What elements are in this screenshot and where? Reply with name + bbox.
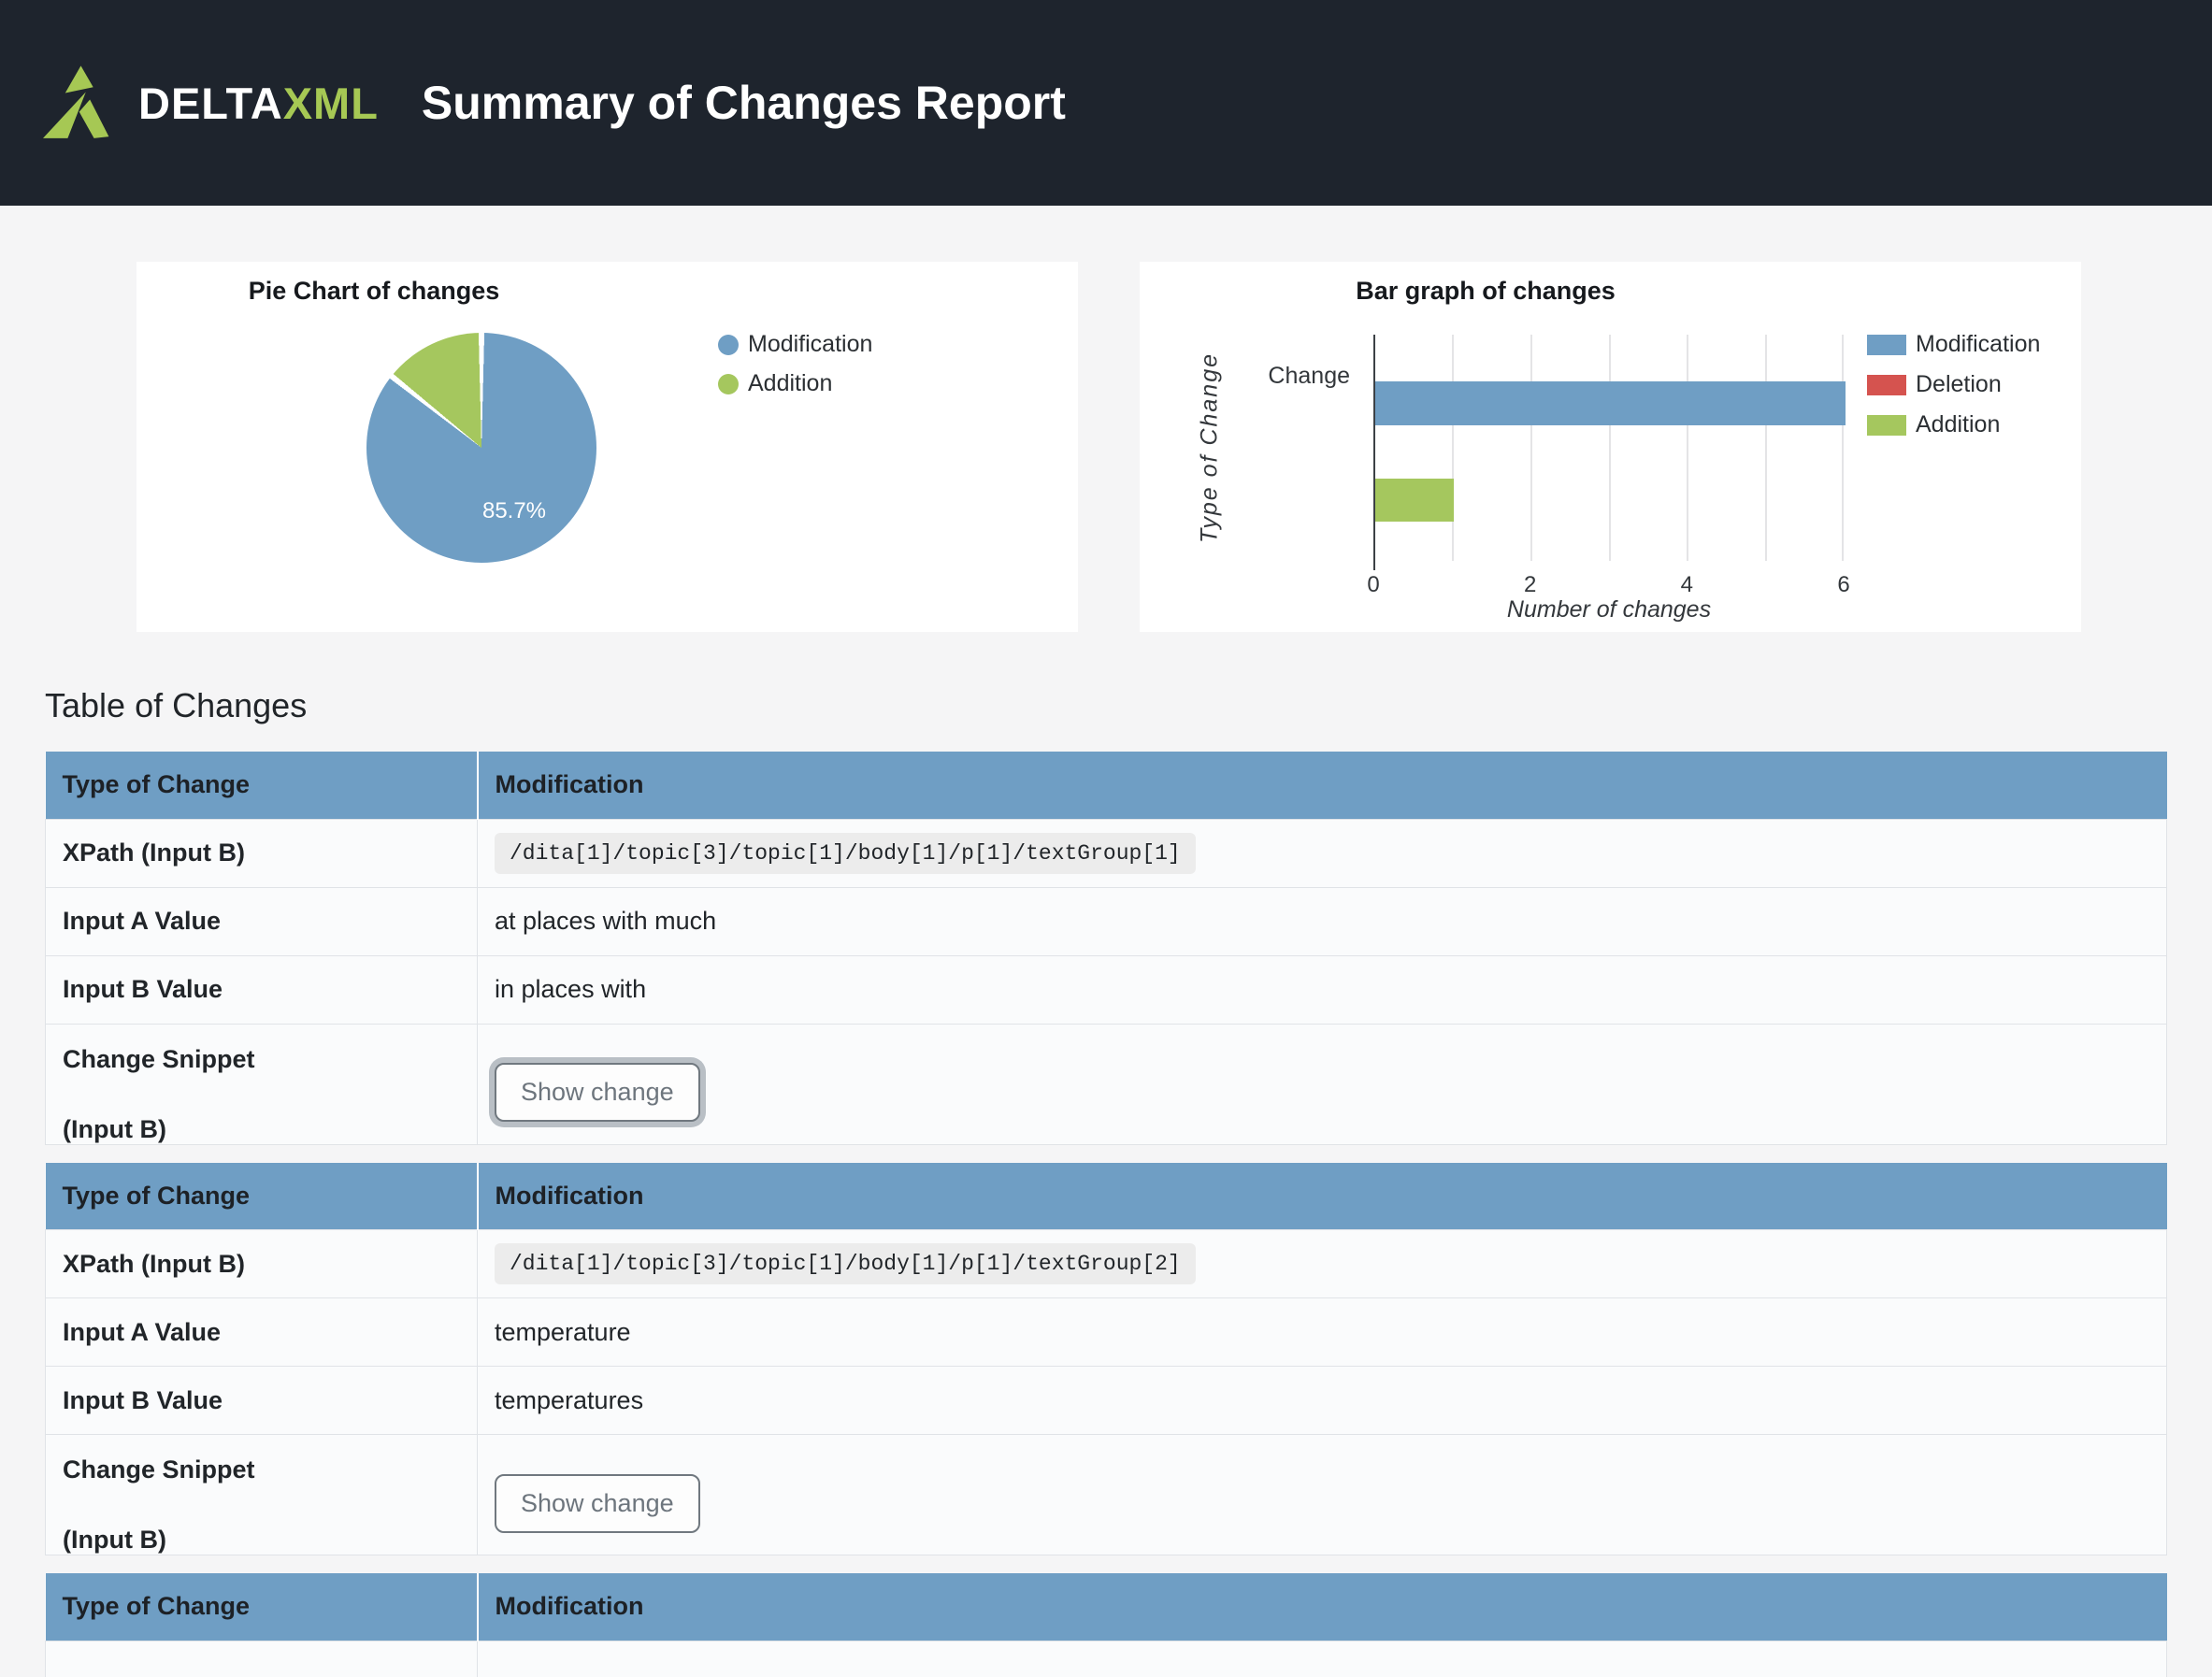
charts-row: Pie Chart of changes 85.7% Modification …	[136, 262, 2081, 632]
legend-item-modification: Modification	[718, 331, 872, 358]
addition-swatch	[1867, 414, 1906, 436]
input-a-value: at places with much	[477, 886, 2167, 956]
y-axis-line	[1373, 335, 1375, 570]
x-tick: 0	[1367, 572, 1380, 597]
table-header-row: Type of Change Modification	[45, 752, 2167, 819]
pie-chart-card: Pie Chart of changes 85.7% Modification …	[136, 262, 1078, 632]
change-snippet-sublabel: (Input B)	[63, 1114, 166, 1143]
deltaxml-logo-icon	[43, 65, 109, 138]
x-tick: 6	[1837, 572, 1850, 597]
deltaxml-logo: DELTAXML	[43, 65, 379, 140]
change-snippet-label: Change Snippet	[63, 1044, 255, 1073]
gridline	[1451, 335, 1454, 561]
type-of-change-header: Type of Change	[45, 1162, 479, 1230]
pie-chart	[366, 333, 596, 563]
input-b-value: temperatures	[477, 1366, 2167, 1435]
bar-legend: Modification Deletion Addition	[1867, 331, 2040, 438]
input-a-label: Input A Value	[45, 886, 478, 956]
legend-item-addition: Addition	[1867, 411, 2040, 438]
addition-swatch	[718, 373, 739, 394]
gridline	[1765, 335, 1768, 561]
change-type-value: Modification	[477, 1573, 2167, 1641]
xpath-code: /dita[1]/topic[3]/topic[1]/body[1]/p[1]/…	[495, 832, 1196, 874]
input-a-row: Input A Value at places with much	[45, 886, 2167, 956]
legend-label: Modification	[1916, 331, 2041, 357]
change-snippet-sublabel: (Input B)	[63, 1526, 166, 1554]
brand-delta: DELTA	[138, 78, 283, 128]
table-header-row: Type of Change Modification	[45, 1573, 2167, 1641]
type-of-change-header: Type of Change	[45, 1573, 479, 1641]
gridline	[1530, 335, 1532, 561]
pie-legend: Modification Addition	[718, 331, 872, 397]
gridline	[1687, 335, 1689, 561]
x-tick: 4	[1680, 572, 1694, 597]
gridline	[1842, 335, 1844, 561]
legend-item-addition: Addition	[718, 370, 872, 397]
input-a-row: Input A Value temperature	[45, 1297, 2167, 1367]
input-b-value: in places with	[477, 954, 2167, 1025]
change-table-3: Type of Change Modification	[45, 1573, 2167, 1677]
x-axis-title: Number of changes	[1506, 596, 1712, 623]
change-snippet-label: Change Snippet	[63, 1455, 255, 1484]
change-snippet-row: Change Snippet (Input B) Show change	[45, 1023, 2167, 1145]
bar-modification	[1375, 381, 1846, 425]
input-a-value: temperature	[477, 1297, 2167, 1367]
bar-chart-card: Bar graph of changes Type of Change Chan…	[1140, 262, 2081, 632]
page-title: Summary of Changes Report	[421, 77, 1066, 129]
change-snippet-row: Change Snippet (Input B) Show change	[45, 1434, 2167, 1555]
legend-label: Deletion	[1916, 371, 2002, 397]
input-b-row: Input B Value in places with	[45, 954, 2167, 1025]
app-header: DELTAXML Summary of Changes Report	[0, 0, 2212, 206]
xpath-row: XPath (Input B) /dita[1]/topic[3]/topic[…	[45, 1229, 2167, 1298]
input-b-label: Input B Value	[45, 954, 478, 1025]
show-change-button[interactable]: Show change	[495, 1063, 700, 1122]
change-type-value: Modification	[477, 752, 2167, 819]
category-label: Change	[1268, 363, 1350, 389]
show-change-button[interactable]: Show change	[495, 1473, 700, 1533]
pie-chart-title: Pie Chart of changes	[248, 277, 500, 305]
input-a-label: Input A Value	[45, 1297, 478, 1367]
xpath-row: XPath (Input B) /dita[1]/topic[3]/topic[…	[45, 818, 2167, 888]
legend-item-deletion: Deletion	[1867, 371, 2040, 398]
deletion-swatch	[1867, 374, 1906, 395]
xpath-code: /dita[1]/topic[3]/topic[1]/body[1]/p[1]/…	[495, 1243, 1196, 1284]
change-table-2: Type of Change Modification XPath (Input…	[45, 1162, 2167, 1555]
type-of-change-header: Type of Change	[45, 752, 479, 819]
xpath-label: XPath (Input B)	[45, 1229, 478, 1298]
legend-label: Addition	[748, 370, 833, 396]
input-b-row: Input B Value temperatures	[45, 1366, 2167, 1435]
gridline	[1608, 335, 1611, 561]
modification-swatch	[718, 334, 739, 355]
legend-label: Modification	[748, 331, 873, 357]
input-b-label: Input B Value	[45, 1366, 478, 1435]
table-header-row: Type of Change Modification	[45, 1162, 2167, 1230]
xpath-label: XPath (Input B)	[45, 818, 478, 888]
change-table-1: Type of Change Modification XPath (Input…	[45, 752, 2167, 1145]
report-body: Pie Chart of changes 85.7% Modification …	[0, 262, 2212, 1677]
bar-plot-area: 0 2 4 6	[1367, 335, 1850, 597]
bar-chart-title: Bar graph of changes	[1356, 277, 1616, 305]
legend-item-modification: Modification	[1867, 331, 2040, 358]
brand-xml: XML	[282, 78, 379, 128]
bar-addition	[1375, 479, 1454, 522]
xpath-row	[45, 1640, 2167, 1677]
modification-swatch	[1867, 334, 1906, 355]
change-type-value: Modification	[477, 1162, 2167, 1230]
legend-label: Addition	[1916, 411, 2001, 437]
pie-slice-percent-label: 85.7%	[481, 498, 547, 523]
x-tick: 2	[1523, 572, 1537, 597]
table-of-changes-heading: Table of Changes	[45, 686, 308, 724]
